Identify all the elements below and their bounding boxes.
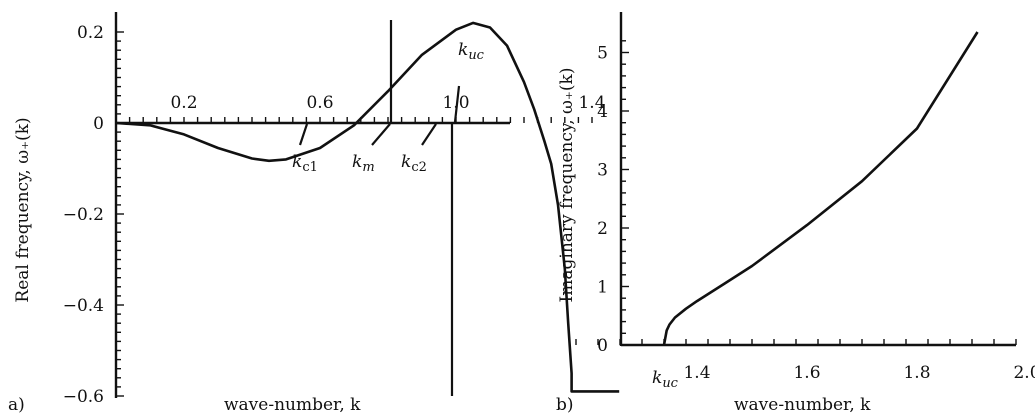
panel-a-x-tick-label: 0.6 — [306, 93, 333, 113]
panel-b-series-line — [662, 31, 979, 346]
panel-b-y-tick-label: 3 — [597, 161, 608, 181]
panel-a-series-line — [115, 21, 620, 393]
panel-a-kc1-leader — [298, 123, 309, 146]
panel-a-y-tick-label: 0 — [93, 114, 104, 134]
panel-a-y-minor-ticks — [116, 31, 124, 397]
panel-a-y-tick-label: −0.2 — [63, 205, 104, 225]
panel-b-x-tick-label: 1.8 — [903, 363, 930, 383]
panel-a-letter: a) — [8, 395, 25, 415]
panel-a: 0.2 0.6 1.0 1.40.20−0.2−0.4−0.6 kc1 km kc2 … — [8, 12, 620, 415]
panel-b-x-tick-label: 2.0 — [1013, 363, 1035, 383]
panel-b-x-axis-label: wave-number, k — [734, 395, 871, 415]
panel-a-x-tick-label: 0.2 — [170, 93, 197, 113]
panel-b-y-tick-label: 2 — [597, 219, 608, 239]
panel-b-y-tick-label: 4 — [597, 102, 608, 122]
panel-b-y-tick-label: 5 — [597, 44, 608, 64]
panel-a-x-tick-label: 1.4 — [578, 93, 605, 113]
panel-a-x-tick-label: 1.0 — [442, 93, 469, 113]
panel-b-y-axis-label: Imaginary frequency, ω₊(k) — [557, 68, 577, 303]
panel-a-kuc-leader — [453, 85, 461, 123]
panel-b-x-tick-label: 1.6 — [793, 363, 820, 383]
panel-a-y-tick-label: −0.6 — [63, 387, 104, 407]
panel-b: 1.4 1.6 1.8 2.0 0 1 2 3 4 5 kuc b) wave-number, k… — [556, 12, 1035, 415]
panel-a-label-kc1: kc1 — [292, 152, 318, 175]
panel-a-label-km: km — [352, 152, 375, 175]
panel-a-tick-labels: 0.2 0.6 1.0 1.4 0.2 0 −0.2 −0.4 −0.6 — [63, 23, 606, 407]
panel-b-x-tick-label: 1.4 — [683, 363, 710, 383]
panel-a-label-kc2: kc2 — [401, 152, 427, 175]
panel-a-y-axis-label: Real frequency, ω₊(k) — [13, 117, 33, 302]
panel-a-x-axis-label: wave-number, k — [224, 395, 361, 415]
panel-a-km-leader — [371, 123, 391, 146]
panel-b-tick-labels: 1.4 1.6 1.8 2.0 0 1 2 3 4 5 — [597, 44, 1035, 384]
panel-b-label-kuc: kuc — [652, 368, 679, 391]
panel-b-y-tick-label: 1 — [597, 278, 608, 298]
panel-a-label-kuc: kuc — [458, 40, 485, 63]
panel-b-letter: b) — [556, 395, 574, 415]
panel-b-y-tick-label: 0 — [597, 336, 608, 356]
panel-b-x-minor-ticks — [575, 339, 1017, 345]
panel-a-y-tick-label: 0.2 — [77, 23, 104, 43]
panel-b-y-minor-ticks — [621, 40, 629, 346]
panel-a-kc2-leader — [421, 123, 437, 146]
panel-a-y-tick-label: −0.4 — [63, 296, 104, 316]
